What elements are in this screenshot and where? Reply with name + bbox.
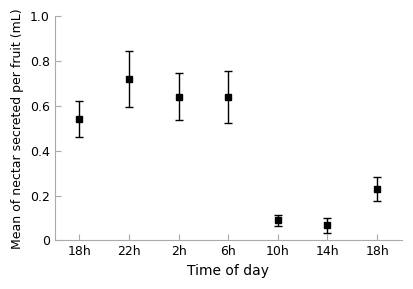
- Y-axis label: Mean of nectar secreted per fruit (mL): Mean of nectar secreted per fruit (mL): [11, 8, 24, 249]
- X-axis label: Time of day: Time of day: [187, 264, 269, 278]
